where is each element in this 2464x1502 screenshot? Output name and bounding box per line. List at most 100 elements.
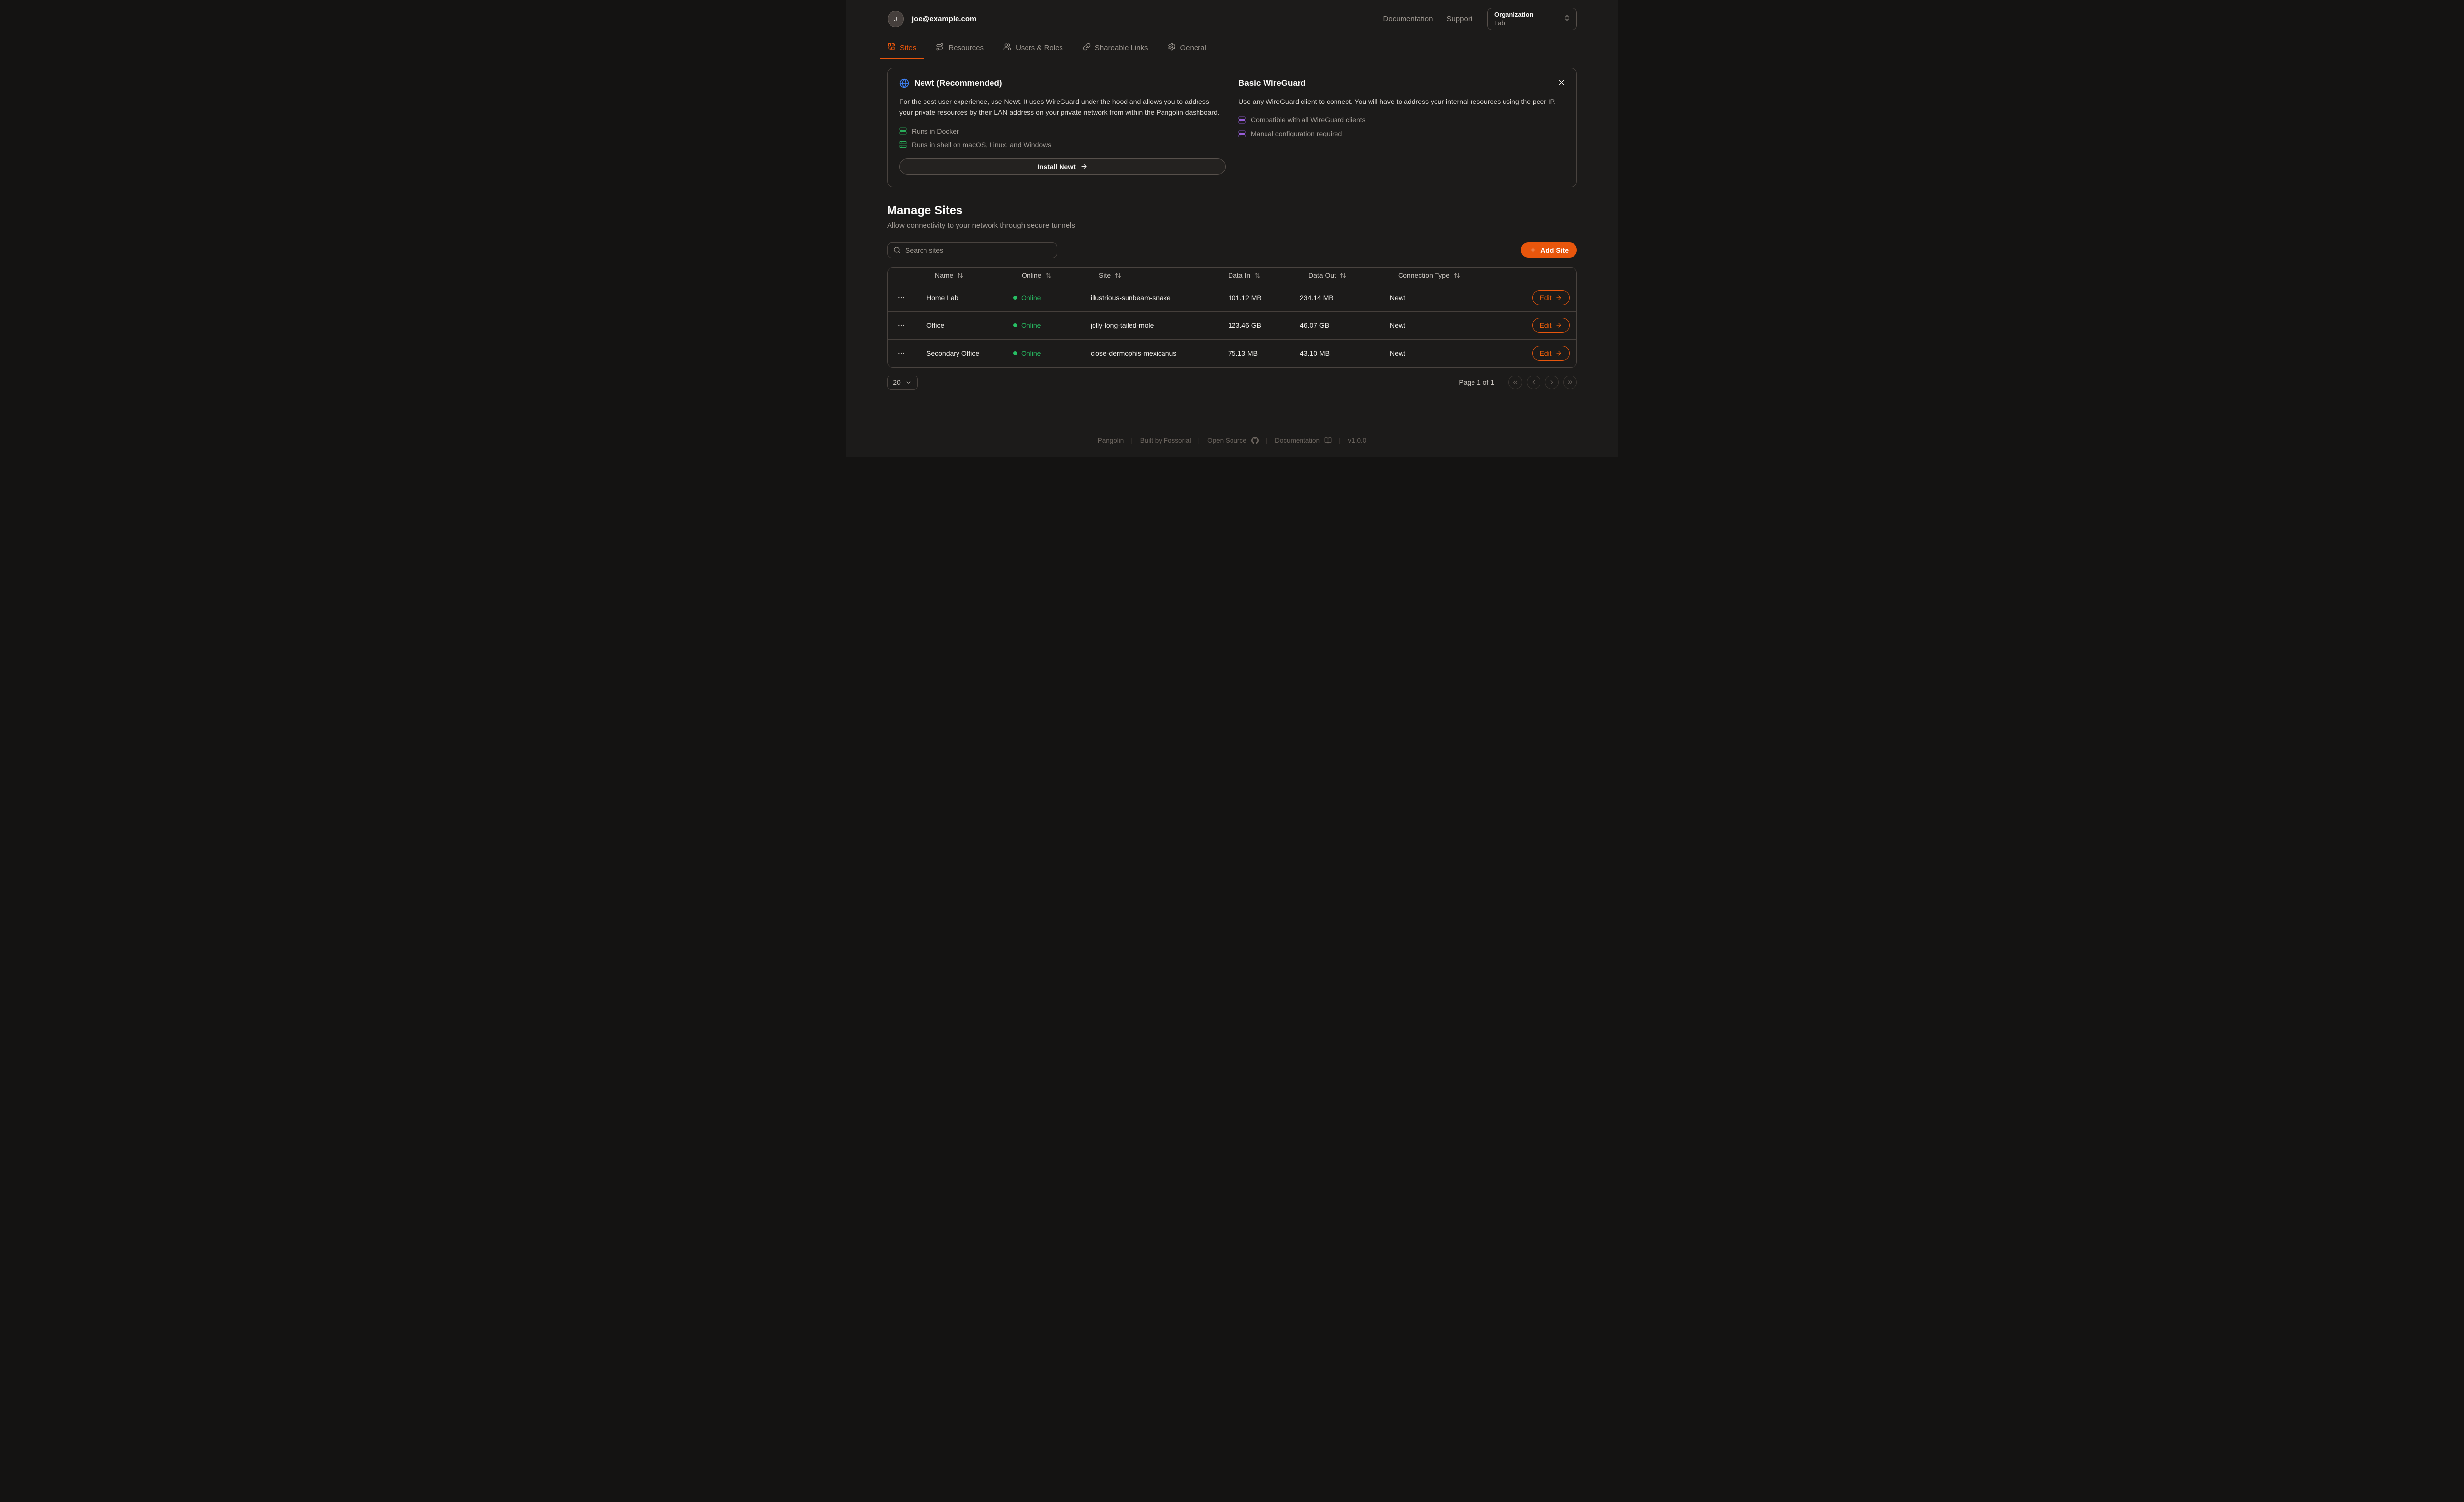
cell-online: Online [1002, 294, 1079, 302]
install-newt-button[interactable]: Install Newt [899, 158, 1226, 175]
cell-connection-type: Newt [1390, 294, 1405, 302]
wireguard-features: Compatible with all WireGuard clients Ma… [1238, 116, 1565, 137]
sort-icon [1340, 273, 1346, 279]
support-link[interactable]: Support [1446, 15, 1472, 23]
sort-icon [1115, 273, 1121, 279]
ellipsis-icon [897, 294, 905, 302]
manage-sites-section: Manage Sites Allow connectivity to your … [887, 204, 1577, 230]
sort-icon [957, 273, 963, 279]
cell-site: jolly-long-tailed-mole [1091, 321, 1154, 330]
column-header-data-in[interactable]: Data In [1217, 272, 1289, 279]
ellipsis-icon [897, 349, 905, 357]
search-box [887, 242, 1057, 258]
column-label: Data Out [1308, 272, 1336, 280]
tab-label: General [1180, 43, 1206, 52]
sites-table: Name Online Site Data In Data Out Connec… [887, 267, 1577, 368]
edit-site-button[interactable]: Edit [1532, 290, 1570, 306]
arrow-right-icon [1080, 163, 1088, 170]
table-row: Secondary Office Online close-dermophis-… [888, 340, 1576, 367]
page-title: Manage Sites [887, 204, 963, 217]
row-menu-button[interactable] [895, 347, 907, 359]
footer-open-source-link[interactable]: Open Source [1207, 437, 1259, 444]
feature-item: Manual configuration required [1238, 130, 1565, 137]
pangolin-dashboard: J joe@example.com Documentation Support … [846, 0, 1618, 457]
table-header: Name Online Site Data In Data Out Connec… [888, 268, 1576, 284]
search-input[interactable] [905, 246, 1051, 254]
arrow-right-icon [1555, 350, 1562, 357]
page-size-select[interactable]: 20 [887, 375, 918, 390]
feature-item: Runs in Docker [899, 127, 1226, 135]
pagination-next-button[interactable] [1545, 376, 1559, 390]
ellipsis-icon [897, 321, 905, 329]
cell-data-out: 234.14 MB [1300, 294, 1334, 302]
cell-name: Secondary Office [926, 349, 980, 357]
status-badge: Online [1021, 321, 1041, 330]
page-subtitle: Allow connectivity to your network throu… [887, 221, 1075, 230]
edit-site-button[interactable]: Edit [1532, 318, 1570, 333]
column-label: Name [935, 272, 954, 280]
chevron-down-icon [905, 379, 912, 386]
cell-data-out: 43.10 MB [1300, 349, 1330, 357]
wireguard-column: Basic WireGuard Use any WireGuard client… [1238, 78, 1565, 175]
close-icon [1557, 80, 1566, 88]
footer-divider: | [1198, 437, 1200, 444]
onboarding-card: Newt (Recommended) For the best user exp… [887, 68, 1577, 187]
footer-fossorial-link[interactable]: Built by Fossorial [1140, 437, 1191, 444]
tab-resources[interactable]: Resources [928, 37, 991, 59]
chevrons-left-icon [1512, 379, 1519, 386]
documentation-link[interactable]: Documentation [1383, 15, 1433, 23]
column-header-online[interactable]: Online [1002, 272, 1079, 279]
arrow-right-icon [1555, 322, 1562, 329]
tab-users-roles[interactable]: Users & Roles [996, 37, 1070, 59]
tab-general[interactable]: General [1161, 37, 1214, 59]
gear-icon [1168, 43, 1176, 53]
top-bar: J joe@example.com Documentation Support … [846, 0, 1618, 37]
column-header-connection-type[interactable]: Connection Type [1378, 272, 1497, 279]
cell-data-out: 46.07 GB [1300, 321, 1330, 330]
pagination-last-button[interactable] [1563, 376, 1577, 390]
tab-shareable-links[interactable]: Shareable Links [1075, 37, 1156, 59]
cell-online: Online [1002, 349, 1079, 357]
row-menu-button[interactable] [895, 292, 907, 304]
install-newt-label: Install Newt [1037, 162, 1076, 171]
avatar-initial: J [894, 15, 897, 23]
add-site-label: Add Site [1540, 246, 1569, 254]
route-icon [936, 43, 944, 53]
edit-site-button[interactable]: Edit [1532, 345, 1570, 361]
sort-icon [1454, 273, 1460, 279]
online-dot [1013, 296, 1017, 300]
page-footer: Pangolin | Built by Fossorial | Open Sou… [846, 425, 1618, 457]
search-icon [893, 246, 901, 254]
feature-item: Runs in shell on macOS, Linux, and Windo… [899, 141, 1226, 149]
link-icon [1083, 43, 1091, 53]
tab-label: Resources [948, 43, 984, 52]
plus-icon [1529, 246, 1537, 254]
footer-version: v1.0.0 [1348, 437, 1367, 444]
column-header-data-out[interactable]: Data Out [1289, 272, 1378, 279]
cell-data-in: 123.46 GB [1228, 321, 1261, 330]
table-row: Home Lab Online illustrious-sunbeam-snak… [888, 284, 1576, 312]
footer-documentation-link[interactable]: Documentation [1275, 437, 1332, 444]
table-row: Office Online jolly-long-tailed-mole 123… [888, 312, 1576, 340]
globe-icon [899, 78, 909, 88]
column-header-name[interactable]: Name [915, 272, 1002, 279]
footer-divider: | [1338, 437, 1341, 444]
column-label: Data In [1228, 272, 1251, 280]
tab-sites[interactable]: Sites [880, 37, 924, 59]
close-onboarding-button[interactable] [1555, 76, 1568, 90]
arrow-right-icon [1555, 294, 1562, 301]
user-menu[interactable]: J joe@example.com [888, 11, 976, 27]
chevron-right-icon [1548, 379, 1555, 386]
row-menu-button[interactable] [895, 319, 907, 331]
online-dot [1013, 323, 1017, 328]
pagination-first-button[interactable] [1508, 376, 1522, 390]
chevron-left-icon [1530, 379, 1537, 386]
organization-selector[interactable]: Organization Lab [1487, 8, 1577, 30]
add-site-button[interactable]: Add Site [1521, 242, 1577, 258]
avatar[interactable]: J [888, 11, 904, 27]
footer-brand: Pangolin [1097, 437, 1124, 444]
column-header-site[interactable]: Site [1079, 272, 1217, 279]
pagination-prev-button[interactable] [1527, 376, 1540, 390]
book-open-icon [1324, 437, 1332, 444]
footer-link-label: Documentation [1275, 437, 1320, 444]
